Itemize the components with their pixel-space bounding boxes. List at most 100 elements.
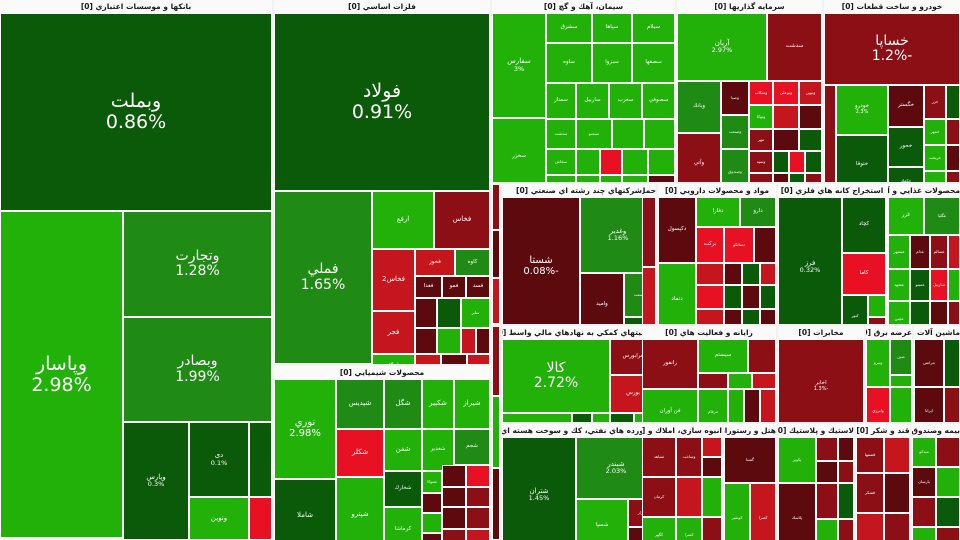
tile-وپارس[interactable]: وپارس 0.3% [123,422,189,540]
tile-شاملا[interactable]: شاملا [274,479,336,540]
tile[interactable] [572,413,592,422]
tile[interactable] [816,437,838,461]
tile-شكلر[interactable]: شكلر [336,429,384,477]
tile-كوشير[interactable]: كوشير [724,483,750,540]
tile[interactable] [437,328,461,354]
tile[interactable] [422,513,442,533]
tile-شپديس[interactable]: شپديس [336,379,384,429]
tile-وساخت[interactable]: وساخت [676,437,702,477]
tile-شگل[interactable]: شگل [384,379,422,429]
tile-كنور[interactable]: كنور [842,295,868,324]
tile[interactable] [948,301,960,324]
tile-غبشهر[interactable]: غبشهر [888,235,910,269]
tile[interactable] [912,497,936,527]
tile-قصفها[interactable]: قصفها [856,437,884,473]
tile[interactable] [816,519,838,540]
tile[interactable] [492,468,500,540]
sector-computer-services[interactable]: رايانه و فعاليت هاي [0] رانفور سيستم فن آور… [642,326,776,422]
tile[interactable] [816,461,838,483]
tile-خودرو[interactable]: خودرو 2.3% [836,85,888,135]
tile[interactable] [724,263,742,285]
tile[interactable] [948,269,960,301]
tile-وسكاب[interactable]: وسكاب [749,81,773,105]
tile-خفنر[interactable]: خفنر [924,171,946,182]
tile[interactable] [760,263,776,285]
sector-petroleum[interactable]: فراورده هاي نفتي، كك و سوخت هسته اي [0]ش… [502,424,656,540]
tile[interactable] [476,328,490,354]
sector-plastics[interactable]: لاستيك و پلاستيك [0] پكوير پلاسك [778,424,854,540]
tile-خمهر[interactable]: خمهر [924,119,946,145]
tile-خريخت[interactable]: خريخت [924,145,946,171]
tile[interactable] [492,396,500,468]
tile[interactable] [910,301,930,324]
sector-financial-aux[interactable]: فعاليتهاي كمكي به نهادهاي مالي واسط [0]ك… [502,326,656,422]
tile-دارو[interactable]: دارو [740,197,776,227]
tile[interactable] [249,497,272,540]
tile-فولاژ[interactable]: فولاژ [372,354,415,364]
tile-وصنعت[interactable]: وصنعت [721,115,749,149]
tile[interactable] [773,173,789,182]
tile[interactable] [946,145,960,171]
tile[interactable] [728,389,744,422]
tile[interactable] [799,129,822,151]
tile[interactable] [622,149,648,175]
sector-sugar[interactable]: قند و شكر [0] قصفها قشكر [856,424,910,540]
tile[interactable] [948,235,960,269]
sector-chemicals[interactable]: محصولات شيميايي [0] نوري 2.98% شپديس شگل شكبي… [274,366,490,540]
tile[interactable] [592,413,610,422]
tile-سدشت[interactable]: سدشت [546,119,576,149]
tile[interactable] [838,483,854,519]
sector-basic-metals[interactable]: فلزات اساسي [0] فولاد 0.91% فملي 1.65% ارفع فخ… [274,0,490,364]
tile[interactable] [805,173,822,182]
tile-سصوفي[interactable]: سصوفي [642,83,675,119]
tile[interactable] [930,301,948,324]
tile-فخاس[interactable]: فخاس [434,191,490,249]
tile[interactable] [696,285,724,309]
tile[interactable] [442,507,466,529]
tile[interactable] [936,497,960,527]
tile-كرمان[interactable]: كرمان [642,477,676,517]
tile-وبصادر[interactable]: وبصادر 1.99% [123,317,272,422]
tile-رانفور[interactable]: رانفور [642,339,698,389]
tile-ايرانا[interactable]: ايرانا [914,387,944,422]
tile-سبزوا[interactable]: سبزوا [592,43,632,83]
tile[interactable] [742,263,760,285]
sector-conglomerates[interactable]: شركتهاي چند رشته اي صنعتي [0] شستا -0.08% و… [502,184,656,324]
tile[interactable] [838,437,854,461]
tile-سمتاز[interactable]: سمتاز [546,83,576,119]
tile-شفن[interactable]: شفن [384,429,422,471]
sector-investments[interactable]: سرمايه گذاريها [0] آريان 2.97% سدشت وبانك وصب… [677,0,822,182]
tile[interactable] [466,487,490,507]
tile-ونوین[interactable]: ونوین [189,497,249,540]
tile-غدام[interactable]: غدام [910,235,930,269]
tile[interactable] [442,487,466,507]
tile[interactable] [724,309,742,324]
tile-فن آوران[interactable]: فن آوران [642,389,698,422]
tile[interactable] [702,437,722,457]
tile[interactable] [838,461,854,483]
tile[interactable] [912,527,936,540]
tile[interactable] [492,184,500,230]
tile-كاوه[interactable]: كاوه [455,249,490,276]
tile[interactable] [752,373,776,389]
tile-وبانك[interactable]: وبانك [677,81,721,133]
tile[interactable] [466,507,490,529]
tile[interactable] [773,151,789,173]
tile[interactable] [642,267,656,324]
tile-غزر[interactable]: غزر [888,197,924,235]
tile[interactable] [742,285,760,309]
tile-سصفها[interactable]: سصفها [632,43,675,83]
tile-سخزر[interactable]: سخزر [492,118,546,182]
sector-transport[interactable]: حمل ونقل، انبار [0] [642,184,656,324]
tile-آريان[interactable]: آريان 2.97% [677,13,767,81]
tile[interactable] [884,437,910,473]
tile[interactable] [576,149,600,175]
tile-شغدير[interactable]: شغدير [422,429,454,471]
tile[interactable] [936,467,960,497]
tile-مرقام[interactable]: مرقام [698,389,728,422]
tile[interactable] [838,519,854,540]
sector-real-estate[interactable]: انبوه سازي، املاك و [0] ثشاهد وساخت كرمان كگ… [642,424,722,540]
tile-شتران[interactable]: شتران 1.45% [502,437,576,540]
tile-واميد[interactable]: واميد [580,273,624,324]
tile-فرز[interactable]: فرز 0.32% [778,197,842,324]
